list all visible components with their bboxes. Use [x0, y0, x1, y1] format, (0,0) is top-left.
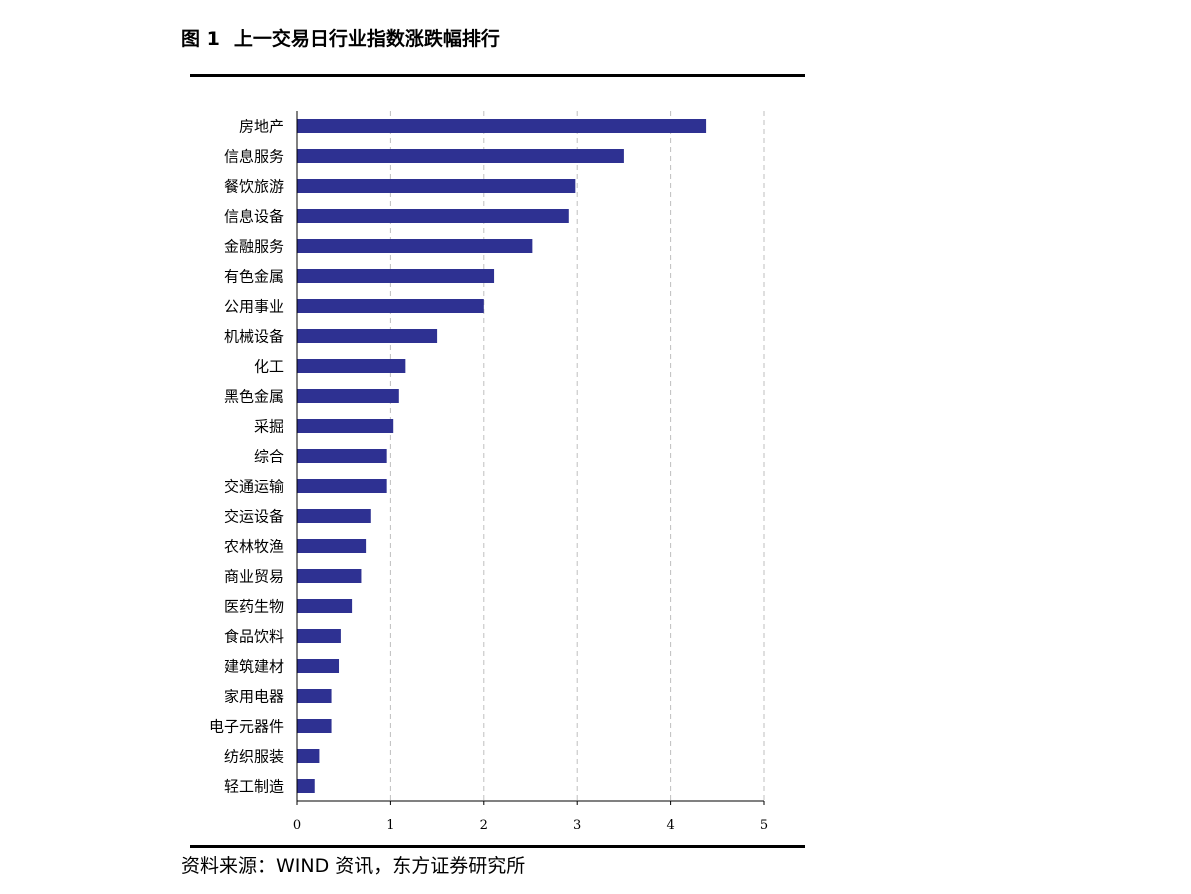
bar — [297, 329, 438, 343]
category-label: 餐饮旅游 — [224, 178, 284, 196]
x-tick-label: 2 — [480, 818, 488, 833]
category-label: 有色金属 — [224, 268, 284, 286]
category-label: 金融服务 — [224, 238, 284, 256]
category-label: 交运设备 — [224, 508, 284, 526]
category-label: 建筑建材 — [224, 658, 284, 676]
figure-number: 图 1 — [181, 28, 220, 50]
bar — [297, 509, 371, 523]
bar — [297, 269, 495, 283]
bar — [297, 149, 624, 163]
category-label: 综合 — [254, 448, 284, 466]
category-label: 医药生物 — [224, 598, 284, 616]
bar — [297, 659, 340, 673]
category-label: 商业贸易 — [224, 568, 284, 586]
bar — [297, 629, 341, 643]
bar — [297, 419, 394, 433]
category-label: 轻工制造 — [224, 778, 284, 796]
bar — [297, 299, 484, 313]
bar — [297, 209, 569, 223]
category-label: 化工 — [254, 358, 284, 376]
x-tick-label: 4 — [666, 818, 674, 833]
x-tick-label: 3 — [573, 818, 581, 833]
bar — [297, 449, 387, 463]
category-label: 交通运输 — [224, 478, 284, 496]
category-label: 房地产 — [239, 118, 284, 136]
category-label: 黑色金属 — [224, 388, 284, 406]
category-label: 农林牧渔 — [224, 538, 284, 556]
figure-title: 图 1 上一交易日行业指数涨跌幅排行 — [181, 24, 500, 51]
bar — [297, 359, 406, 373]
category-label: 信息服务 — [224, 148, 284, 166]
x-tick-label: 0 — [293, 818, 301, 833]
bar — [297, 569, 362, 583]
x-tick-label: 1 — [386, 818, 394, 833]
source-note: 资料来源：WIND 资讯，东方证券研究所 — [181, 855, 526, 877]
bar — [297, 179, 576, 193]
bar — [297, 749, 320, 763]
bar — [297, 239, 533, 253]
category-label: 公用事业 — [224, 298, 284, 316]
bar — [297, 479, 387, 493]
category-label: 采掘 — [254, 418, 284, 436]
category-label: 信息设备 — [224, 208, 284, 226]
bottom-rule — [190, 845, 805, 848]
figure-title-text: 上一交易日行业指数涨跌幅排行 — [233, 28, 500, 50]
bar — [297, 719, 332, 733]
bar — [297, 539, 367, 553]
category-label: 纺织服装 — [224, 748, 284, 766]
bar — [297, 689, 332, 703]
bar — [297, 389, 399, 403]
category-label: 家用电器 — [224, 688, 284, 706]
x-tick-label: 5 — [760, 818, 768, 833]
bar — [297, 779, 315, 793]
category-label: 食品饮料 — [224, 628, 284, 646]
top-rule — [190, 74, 805, 77]
category-label: 电子元器件 — [209, 718, 284, 736]
bar — [297, 119, 707, 133]
category-label: 机械设备 — [224, 328, 284, 346]
bar — [297, 599, 353, 613]
